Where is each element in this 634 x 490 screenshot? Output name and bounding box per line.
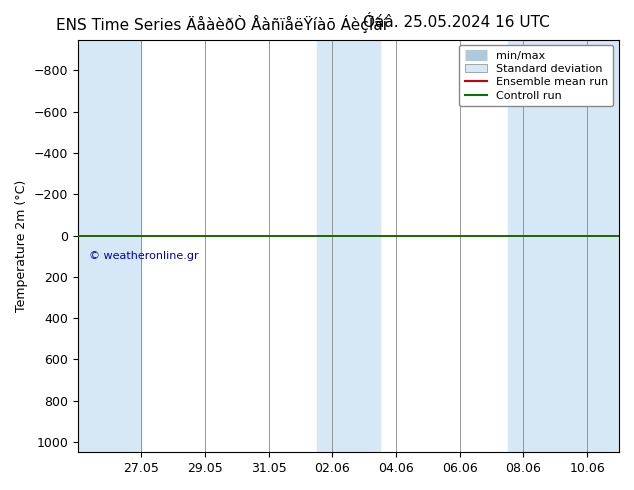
Text: ENS Time Series ÄåàèðÒ ÅàñïåëŸíàõ ÁèçÏâí: ENS Time Series ÄåàèðÒ ÅàñïåëŸíàõ ÁèçÏâí <box>56 15 387 33</box>
Bar <box>78 40 141 452</box>
Bar <box>316 40 380 452</box>
Bar <box>508 40 619 452</box>
Y-axis label: Temperature 2m (°C): Temperature 2m (°C) <box>15 180 28 312</box>
Text: Óáâ. 25.05.2024 16 UTC: Óáâ. 25.05.2024 16 UTC <box>363 15 550 30</box>
Legend: min/max, Standard deviation, Ensemble mean run, Controll run: min/max, Standard deviation, Ensemble me… <box>459 45 614 106</box>
Text: © weatheronline.gr: © weatheronline.gr <box>89 251 198 261</box>
